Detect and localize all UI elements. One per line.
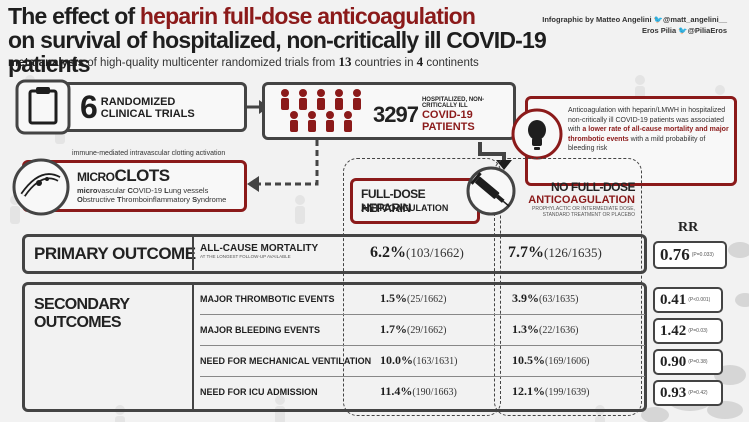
secondary-outcomes-label: SECONDARY OUTCOMES (34, 296, 130, 331)
trials-count: 6 (80, 89, 98, 125)
secondary-rr-box: 1.42 (P=0.03) (653, 318, 723, 344)
microclots-line-1: microvascular COVID-19 Lung vessels (77, 186, 209, 195)
secondary-outcome-name: MAJOR THROMBOTIC EVENTS (200, 294, 335, 304)
patients-count: 3297 (373, 102, 419, 127)
secondary-no-value: 3.9%(63/1635) (512, 291, 579, 305)
twitter-bird-icon: 🐦 (678, 26, 688, 35)
patients-label-1: HOSPITALIZED, NON-CRITICALLY ILL (421, 97, 485, 109)
conclusion-text: Anticoagulation with heparin/LMWH in hos… (568, 107, 729, 152)
secondary-rr-box: 0.41 (P<0.001) (653, 287, 723, 313)
secondary-no-value: 1.3%(22/1636) (512, 322, 579, 336)
twitter-bird-icon: 🐦 (653, 15, 663, 24)
row-divider (200, 345, 645, 346)
row-divider (200, 376, 645, 377)
trials-label-1: RANDOMIZED (100, 95, 176, 108)
syringe-icon (466, 166, 516, 216)
full-dose-column (343, 158, 501, 416)
author1-handle[interactable]: @matt_angelini__ (663, 15, 727, 24)
microclots-title: MICROCLOTS (77, 166, 170, 185)
lightbulb-icon (511, 108, 563, 160)
patients-box: 3297 HOSPITALIZED, NON-CRITICALLY ILL CO… (262, 82, 516, 140)
microclots-caption: immune-mediated intravascular clotting a… (72, 150, 226, 157)
primary-no-value: 7.7%(126/1635) (508, 244, 602, 261)
primary-rr-box: 0.76 (P=0.033) (653, 241, 727, 269)
author2-handle[interactable]: @PiliaEros (687, 26, 727, 35)
row-divider (200, 314, 645, 315)
secondary-no-value: 12.1%(199/1639) (512, 384, 590, 398)
credits: Infographic by Matteo Angelini 🐦@matt_an… (542, 15, 727, 35)
trials-box: 6 RANDOMIZED CLINICAL TRIALS (15, 79, 247, 135)
full-dose-header: FULL-DOSE HEPARIN ANTICOAGULATION (350, 178, 480, 224)
secondary-outcomes-box (22, 282, 647, 412)
primary-outcome-label: PRIMARY OUTCOME (34, 244, 196, 263)
page-subtitle: meta-analysis of high-quality multicente… (8, 54, 479, 69)
page-title: The effect of heparin full-dose anticoag… (8, 3, 547, 77)
secondary-no-value: 10.5%(169/1606) (512, 353, 590, 367)
dashed-arrow (247, 140, 319, 192)
secondary-outcome-name: NEED FOR MECHANICAL VENTILATION (200, 356, 372, 366)
primary-outcome-name: ALL-CAUSE MORTALITY AT THE LONGEST FOLLO… (200, 243, 319, 259)
no-full-dose-header: NO FULL-DOSE ANTICOAGULATION PROPHYLACTI… (528, 180, 635, 218)
trials-label-2: CLINICAL TRIALS (100, 107, 195, 120)
microclots-line-2: Obstructive Thromboinflammatory Syndrome (77, 195, 227, 204)
people-icon (281, 89, 361, 132)
blood-vessel-icon (12, 158, 70, 216)
secondary-full-value: 10.0%(163/1631) (380, 353, 458, 367)
patients-label-2: COVID-19 PATIENTS (421, 109, 475, 133)
secondary-full-value: 1.7%(29/1662) (380, 322, 447, 336)
clipboard-icon (15, 79, 71, 135)
secondary-outcome-name: NEED FOR ICU ADMISSION (200, 387, 318, 397)
microclots-box: MICROCLOTS microvascular COVID-19 Lung v… (12, 158, 247, 216)
secondary-rr-box: 0.90 (P=0.38) (653, 349, 723, 375)
secondary-rr-box: 0.93 (P=0.42) (653, 380, 723, 406)
primary-full-value: 6.2%(103/1662) (370, 244, 464, 261)
secondary-full-value: 11.4%(190/1663) (380, 384, 457, 398)
secondary-outcome-name: MAJOR BLEEDING EVENTS (200, 325, 321, 335)
rr-header: RR (678, 220, 699, 235)
primary-outcome-box (22, 234, 647, 274)
secondary-full-value: 1.5%(25/1662) (380, 291, 447, 305)
